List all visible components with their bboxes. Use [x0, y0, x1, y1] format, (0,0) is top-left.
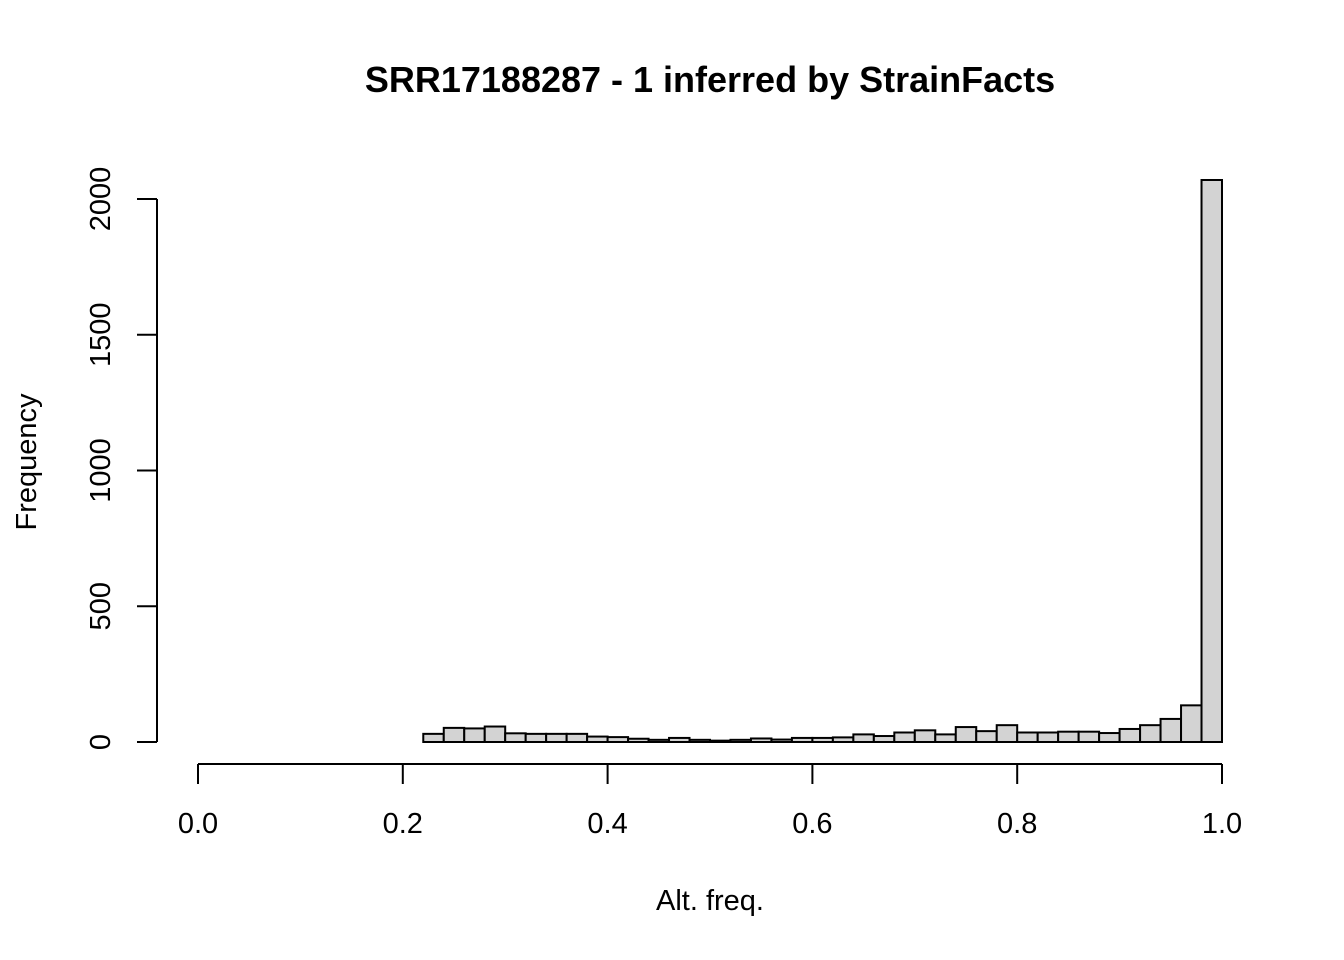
x-axis: 0.0 0.2 0.4 0.6 0.8 1.0 [178, 763, 1242, 840]
histogram-bar [545, 732, 568, 743]
histogram-bar [688, 738, 712, 744]
histogram-bar [709, 739, 732, 744]
y-tick-label: 1000 [85, 438, 117, 503]
histogram-bar [954, 726, 978, 744]
histogram-bar [770, 738, 793, 744]
histogram-bar [1118, 727, 1142, 744]
y-axis-label: Frequency [11, 393, 43, 531]
y-tick-label: 1500 [85, 302, 117, 367]
histogram-bar [668, 736, 691, 743]
y-tick-label: 2000 [85, 167, 117, 232]
histogram-bar [913, 729, 937, 743]
histogram-bar [749, 737, 773, 744]
x-tick-label: 0.2 [383, 808, 423, 840]
histogram-bar [831, 736, 855, 744]
y-tick-label: 500 [85, 582, 117, 630]
y-axis: 0 500 1000 1500 2000 [85, 167, 158, 750]
histogram-bar [1036, 731, 1060, 743]
histogram-bar [1098, 732, 1121, 744]
histogram-bar [790, 736, 814, 743]
histogram-bar [995, 724, 1019, 743]
histogram-bar [893, 731, 916, 743]
histogram-bar [606, 736, 630, 743]
x-tick-label: 0.4 [587, 808, 627, 840]
histogram-bar [1057, 730, 1080, 743]
x-tick-label: 0.0 [178, 808, 218, 840]
histogram-bar [565, 732, 589, 743]
chart-title: SRR17188287 - 1 inferred by StrainFacts [365, 59, 1055, 100]
histogram-bar [1200, 178, 1224, 743]
histogram-bar [872, 735, 896, 743]
histogram-bar [422, 732, 445, 743]
x-tick-label: 1.0 [1202, 808, 1242, 840]
x-axis-label: Alt. freq. [656, 885, 764, 917]
x-tick-label: 0.6 [792, 808, 832, 840]
histogram-bar [811, 736, 834, 743]
histogram-bar [729, 738, 752, 744]
histogram-bar [1016, 731, 1039, 743]
histogram-bar [504, 732, 527, 744]
y-tick-label: 0 [85, 734, 117, 750]
histogram-bar [442, 726, 466, 744]
histogram-bar [627, 737, 650, 744]
histogram-bar [483, 725, 507, 743]
histogram-bar [975, 730, 998, 744]
histogram-bar [852, 733, 875, 744]
histogram-bar [1180, 704, 1203, 743]
histogram-bar [1139, 724, 1162, 743]
histogram-bar [463, 727, 486, 743]
histogram-bar [524, 732, 548, 743]
histogram-bar [647, 738, 671, 744]
histogram-bars [422, 178, 1224, 744]
histogram-bar [1159, 717, 1183, 743]
histogram-bar [586, 735, 609, 744]
histogram-bar [934, 733, 957, 744]
histogram-bar [1077, 730, 1101, 743]
x-tick-label: 0.8 [997, 808, 1037, 840]
